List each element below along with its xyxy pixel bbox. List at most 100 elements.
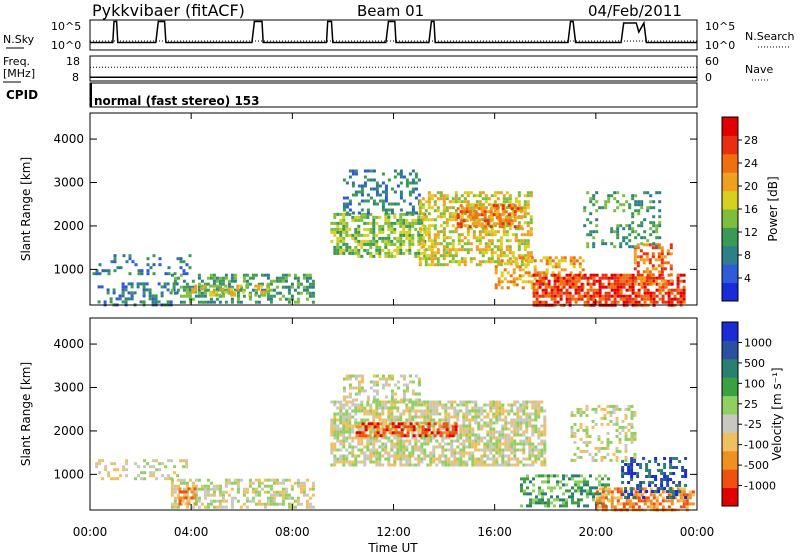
heatmap-cell [384, 239, 388, 243]
heatmap-cell [509, 262, 513, 266]
heatmap-cell [499, 239, 503, 243]
heatmap-cell [399, 245, 403, 249]
heatmap-cell [358, 425, 362, 429]
heatmap-cell [477, 409, 481, 413]
heatmap-cell [579, 449, 583, 453]
heatmap-cell [535, 300, 539, 304]
heatmap-cell [606, 437, 610, 441]
heatmap-cell [167, 266, 171, 270]
heatmap-cell [676, 499, 680, 503]
heatmap-cell [483, 421, 487, 425]
heatmap-cell [645, 267, 649, 271]
heatmap-cell [633, 276, 637, 280]
heatmap-cell [381, 227, 385, 231]
heatmap-cell [405, 418, 409, 422]
heatmap-cell [672, 472, 676, 475]
heatmap-cell [372, 389, 376, 393]
heatmap-cell [592, 194, 596, 198]
heatmap-cell [523, 492, 526, 496]
heatmap-cell [581, 268, 585, 272]
heatmap-cell [630, 487, 634, 490]
heatmap-cell [648, 273, 652, 277]
heatmap-cell [501, 219, 505, 223]
heatmap-cell [182, 487, 186, 491]
heatmap-cell [517, 191, 521, 195]
heatmap-cell [369, 230, 373, 234]
heatmap-cell [203, 484, 207, 488]
heatmap-cell [660, 484, 664, 487]
heatmap-cell [269, 279, 273, 283]
heatmap-cell [684, 496, 688, 499]
heatmap-cell [290, 282, 294, 286]
heatmap-cell [654, 279, 658, 283]
heatmap-cell [649, 300, 653, 304]
heatmap-cell [160, 285, 164, 289]
heatmap-cell [661, 496, 665, 500]
heatmap-cell [537, 427, 541, 431]
heatmap-cell [497, 262, 501, 266]
heatmap-cell [663, 487, 667, 490]
heatmap-cell [342, 230, 346, 234]
heatmap-cell [513, 204, 517, 208]
heatmap-cell [457, 200, 461, 204]
heatmap-cell [333, 400, 337, 404]
heatmap-cell [203, 505, 207, 509]
heatmap-cell [628, 224, 632, 228]
heatmap-cell [459, 210, 463, 214]
heatmap-cell [622, 194, 626, 198]
heatmap-cell [493, 194, 497, 198]
heatmap-cell [633, 413, 637, 417]
heatmap-cell [594, 422, 598, 426]
heatmap-cell [230, 287, 234, 291]
heatmap-cell [462, 400, 466, 404]
heatmap-cell [628, 227, 632, 231]
heatmap-cell [399, 251, 403, 255]
heatmap-cell [514, 197, 518, 201]
heatmap-cell [636, 243, 640, 247]
heatmap-cell [412, 434, 416, 438]
heatmap-cell [658, 224, 662, 228]
heatmap-cell [187, 496, 191, 500]
heatmap-cell [384, 245, 388, 249]
heatmap-cell [351, 184, 355, 188]
heatmap-cell [466, 251, 470, 255]
heatmap-cell [402, 451, 406, 455]
heatmap-cell [480, 406, 484, 410]
heatmap-cell [456, 207, 460, 211]
heatmap-cell [360, 377, 364, 381]
heatmap-cell [363, 233, 367, 237]
heatmap-cell [151, 300, 155, 304]
heatmap-cell [363, 181, 367, 185]
heatmap-cell [618, 425, 622, 429]
heatmap-cell [185, 505, 189, 509]
heatmap-cell [630, 437, 634, 441]
heatmap-cell [367, 422, 371, 426]
heatmap-cell [236, 490, 240, 494]
heatmap-cell [519, 448, 523, 452]
date-title: 04/Feb/2011 [588, 2, 682, 20]
heatmap-cell [533, 277, 537, 281]
heatmap-cell [369, 436, 373, 440]
heatmap-cell [601, 496, 605, 500]
heatmap-cell [432, 424, 436, 428]
heatmap-cell [287, 297, 291, 301]
heatmap-cell [513, 430, 517, 434]
heatmap-cell [155, 477, 159, 481]
heatmap-cell [411, 190, 415, 194]
heatmap-cell [525, 436, 529, 440]
heatmap-cell [525, 415, 529, 419]
heatmap-cell [378, 236, 382, 240]
heatmap-cell [471, 216, 475, 220]
heatmap-cell [516, 424, 520, 428]
heatmap-cell [351, 415, 355, 419]
heatmap-cell [266, 478, 270, 482]
heatmap-cell [615, 422, 619, 426]
heatmap-cell [682, 487, 686, 491]
heatmap-cell [424, 215, 428, 219]
heatmap-cell [224, 300, 228, 304]
heatmap-cell [592, 300, 596, 304]
heatmap-cell [284, 490, 288, 494]
heatmap-cell [543, 409, 547, 413]
heatmap-cell [245, 505, 249, 509]
heatmap-cell [682, 297, 686, 301]
